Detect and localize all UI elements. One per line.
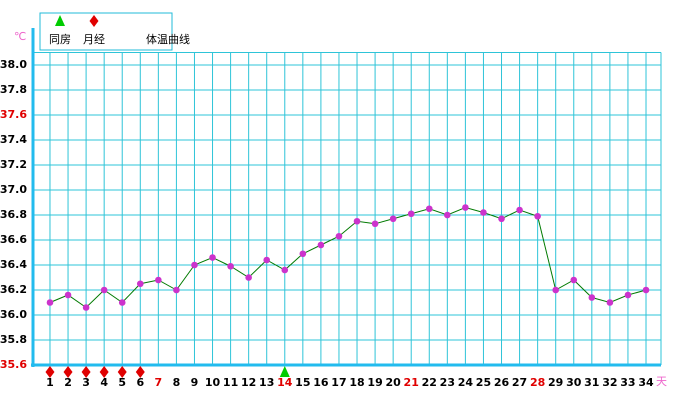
legend-box [39, 12, 173, 51]
data-point [335, 232, 343, 240]
y-tick-label: 35.8 [0, 333, 27, 346]
data-point [155, 276, 162, 284]
data-point [425, 205, 433, 213]
data-point [136, 280, 144, 288]
y-tick-label: 36.6 [0, 233, 27, 246]
data-point [245, 274, 252, 281]
x-tick-label: 19 [367, 376, 382, 389]
data-point [173, 286, 180, 294]
data-point [570, 276, 578, 284]
data-point [317, 241, 325, 249]
data-point [281, 266, 289, 274]
diamond-marker [63, 366, 73, 378]
x-tick-label: 29 [548, 376, 563, 389]
data-point [552, 286, 560, 294]
x-tick-label: 7 [155, 376, 163, 389]
y-tick-label: 35.6 [0, 358, 27, 371]
x-tick-label: 20 [385, 376, 401, 389]
y-tick-label: 36.0 [0, 308, 27, 321]
data-point [118, 299, 126, 306]
data-point [516, 206, 523, 214]
data-point [299, 250, 307, 258]
diamond-marker [45, 366, 55, 378]
x-tick-label: 1 [46, 376, 54, 389]
x-tick-label: 15 [295, 376, 310, 389]
data-point [407, 210, 415, 218]
x-tick-label: 10 [205, 376, 221, 389]
data-point [624, 291, 632, 299]
y-tick-label: 36.2 [0, 283, 27, 296]
legend-label: 月经 [83, 33, 105, 46]
x-tick-label: 8 [173, 376, 181, 389]
x-tick-label: 18 [349, 376, 364, 389]
data-point [462, 204, 469, 211]
triangle-marker [55, 15, 65, 26]
data-point [64, 291, 72, 299]
x-tick-label: 4 [100, 376, 108, 389]
y-tick-label: 37.0 [0, 183, 27, 196]
x-tick-label: 25 [476, 376, 491, 389]
y-unit: ℃ [14, 30, 26, 43]
data-point [444, 211, 451, 219]
diamond-marker [81, 366, 91, 378]
data-point [191, 261, 198, 269]
diamond-marker [135, 366, 145, 378]
x-tick-label: 28 [530, 376, 545, 389]
x-tick-label: 34 [638, 376, 654, 389]
data-point [209, 254, 216, 261]
y-tick-label: 37.2 [0, 158, 27, 171]
data-point [588, 294, 596, 301]
x-tick-label: 11 [223, 376, 238, 389]
x-tick-label: 2 [64, 376, 72, 389]
x-tick-label: 13 [259, 376, 274, 389]
x-tick-label: 23 [440, 376, 455, 389]
x-tick-label: 27 [512, 376, 527, 389]
data-point [480, 209, 487, 216]
x-tick-label: 31 [584, 376, 599, 389]
data-point [498, 215, 505, 223]
x-tick-label: 6 [136, 376, 144, 389]
data-point [263, 256, 271, 264]
y-tick-label: 38.0 [0, 58, 27, 71]
y-tick-label: 36.4 [0, 258, 27, 271]
x-tick-label: 14 [277, 376, 293, 389]
x-tick-label: 33 [620, 376, 635, 389]
diamond-marker [89, 15, 99, 27]
data-point [606, 299, 614, 306]
data-point [82, 304, 90, 311]
x-tick-label: 30 [566, 376, 582, 389]
data-point [389, 215, 397, 223]
diamond-marker [99, 366, 109, 378]
y-tick-label: 37.4 [0, 133, 27, 146]
legend-label: 同房 [49, 33, 71, 46]
legend-label: 体温曲线 [146, 32, 190, 46]
data-point [227, 262, 234, 270]
data-point [46, 299, 54, 306]
y-tick-label: 37.6 [0, 108, 27, 121]
triangle-marker [279, 366, 290, 377]
x-tick-label: 26 [494, 376, 510, 389]
x-tick-label: 5 [118, 376, 126, 389]
data-point [100, 286, 108, 294]
y-tick-label: 36.8 [0, 208, 27, 221]
y-tick-label: 37.8 [0, 83, 27, 96]
temperature-line [49, 206, 647, 309]
x-unit: 天 [656, 375, 667, 388]
data-point [642, 286, 650, 294]
x-tick-label: 22 [422, 376, 437, 389]
data-point [534, 212, 541, 220]
x-tick-label: 12 [241, 376, 256, 389]
x-tick-label: 32 [602, 376, 617, 389]
diamond-marker [117, 366, 127, 378]
x-tick-label: 17 [331, 376, 346, 389]
x-tick-label: 3 [82, 376, 90, 389]
data-point [371, 220, 379, 228]
x-tick-label: 16 [313, 376, 329, 389]
x-tick-label: 9 [191, 376, 199, 389]
x-tick-label: 24 [458, 376, 474, 389]
x-tick-label: 21 [404, 376, 419, 389]
data-point [353, 217, 361, 225]
